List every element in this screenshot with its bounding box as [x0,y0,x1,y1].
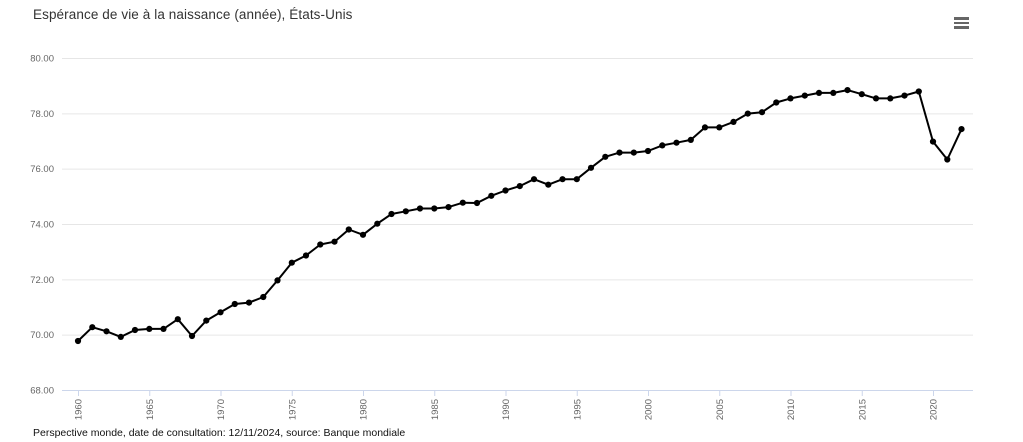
data-point[interactable] [801,92,808,99]
svg-text:1980: 1980 [359,399,370,420]
svg-text:70.00: 70.00 [30,330,54,341]
x-axis-labels: 1960 1965 1970 1975 1980 1985 1990 1995 2000 2005… [74,399,940,420]
data-point[interactable] [602,153,609,160]
data-point[interactable] [203,317,210,324]
data-point[interactable] [545,181,552,188]
y-axis-labels: 68.00 70.00 72.00 74.00 76.00 78.00 80.00 [30,54,54,397]
data-point[interactable] [89,324,96,331]
data-point[interactable] [773,99,780,106]
data-point[interactable] [374,220,381,227]
data-point[interactable] [488,192,495,199]
data-point[interactable] [573,176,580,183]
data-point[interactable] [872,95,880,102]
data-point[interactable] [929,138,937,145]
source-credit: Perspective monde, date de consultation:… [33,427,406,439]
data-point[interactable] [160,325,167,332]
data-point[interactable] [701,124,709,131]
data-point[interactable] [74,337,82,345]
chart-title: Espérance de vie à la naissance (année),… [33,7,353,22]
data-point[interactable] [473,199,481,207]
data-point[interactable] [673,139,680,146]
data-point[interactable] [103,328,110,335]
data-point[interactable] [131,326,139,334]
series-line [77,89,963,342]
svg-text:1990: 1990 [501,399,512,420]
data-point[interactable] [915,88,922,95]
svg-text:80.00: 80.00 [30,54,54,65]
data-point[interactable] [887,95,894,102]
data-point[interactable] [516,183,523,190]
data-point[interactable] [659,142,666,149]
svg-text:1975: 1975 [287,399,298,420]
data-point[interactable] [830,89,837,96]
svg-text:74.00: 74.00 [30,220,54,231]
svg-text:1985: 1985 [430,399,441,420]
data-point[interactable] [716,124,723,131]
data-point[interactable] [445,204,452,211]
data-point[interactable] [644,147,652,155]
svg-text:78.00: 78.00 [30,109,54,120]
data-point[interactable] [217,309,224,316]
svg-text:1995: 1995 [572,399,583,420]
svg-text:2010: 2010 [786,399,797,420]
context-menu-button[interactable] [950,12,974,34]
data-point[interactable] [146,325,153,332]
data-point[interactable] [587,164,595,171]
data-point[interactable] [388,210,395,218]
data-point[interactable] [958,126,965,133]
data-point[interactable] [815,89,823,96]
svg-text:68.00: 68.00 [30,386,54,397]
data-point[interactable] [302,252,310,259]
data-point[interactable] [416,205,424,212]
svg-text:1965: 1965 [145,399,156,420]
data-point[interactable] [858,91,865,98]
svg-text:76.00: 76.00 [30,164,54,175]
data-point[interactable] [331,238,338,245]
y-gridlines [62,58,973,391]
data-point[interactable] [630,149,637,156]
data-point[interactable] [117,333,124,340]
data-point[interactable] [459,199,466,206]
data-point[interactable] [260,293,267,301]
data-point[interactable] [317,241,324,248]
x-axis [62,390,973,396]
data-point[interactable] [687,136,694,143]
data-point[interactable] [944,156,951,163]
series-markers[interactable] [74,87,965,345]
data-point[interactable] [174,316,181,323]
data-point[interactable] [231,300,238,308]
data-point[interactable] [188,332,196,340]
data-point[interactable] [744,110,751,117]
data-point[interactable] [274,277,281,284]
data-point[interactable] [288,259,295,266]
data-point[interactable] [844,87,851,94]
data-point[interactable] [787,95,794,102]
data-point[interactable] [402,208,409,215]
svg-text:2000: 2000 [644,399,655,420]
data-point[interactable] [616,149,623,156]
svg-text:2020: 2020 [929,399,940,420]
svg-text:1960: 1960 [74,399,85,420]
data-point[interactable] [245,299,253,306]
data-point[interactable] [730,118,737,125]
svg-text:2005: 2005 [715,399,726,420]
svg-text:72.00: 72.00 [30,275,54,286]
svg-text:1970: 1970 [216,399,227,420]
data-point[interactable] [345,226,352,233]
data-point[interactable] [530,176,538,183]
data-point[interactable] [502,187,509,194]
svg-text:2015: 2015 [857,399,868,420]
data-point[interactable] [431,205,438,212]
data-point[interactable] [758,109,766,116]
data-point[interactable] [359,231,367,238]
data-point[interactable] [559,176,566,183]
data-point[interactable] [901,92,908,99]
hamburger-icon [954,16,970,30]
